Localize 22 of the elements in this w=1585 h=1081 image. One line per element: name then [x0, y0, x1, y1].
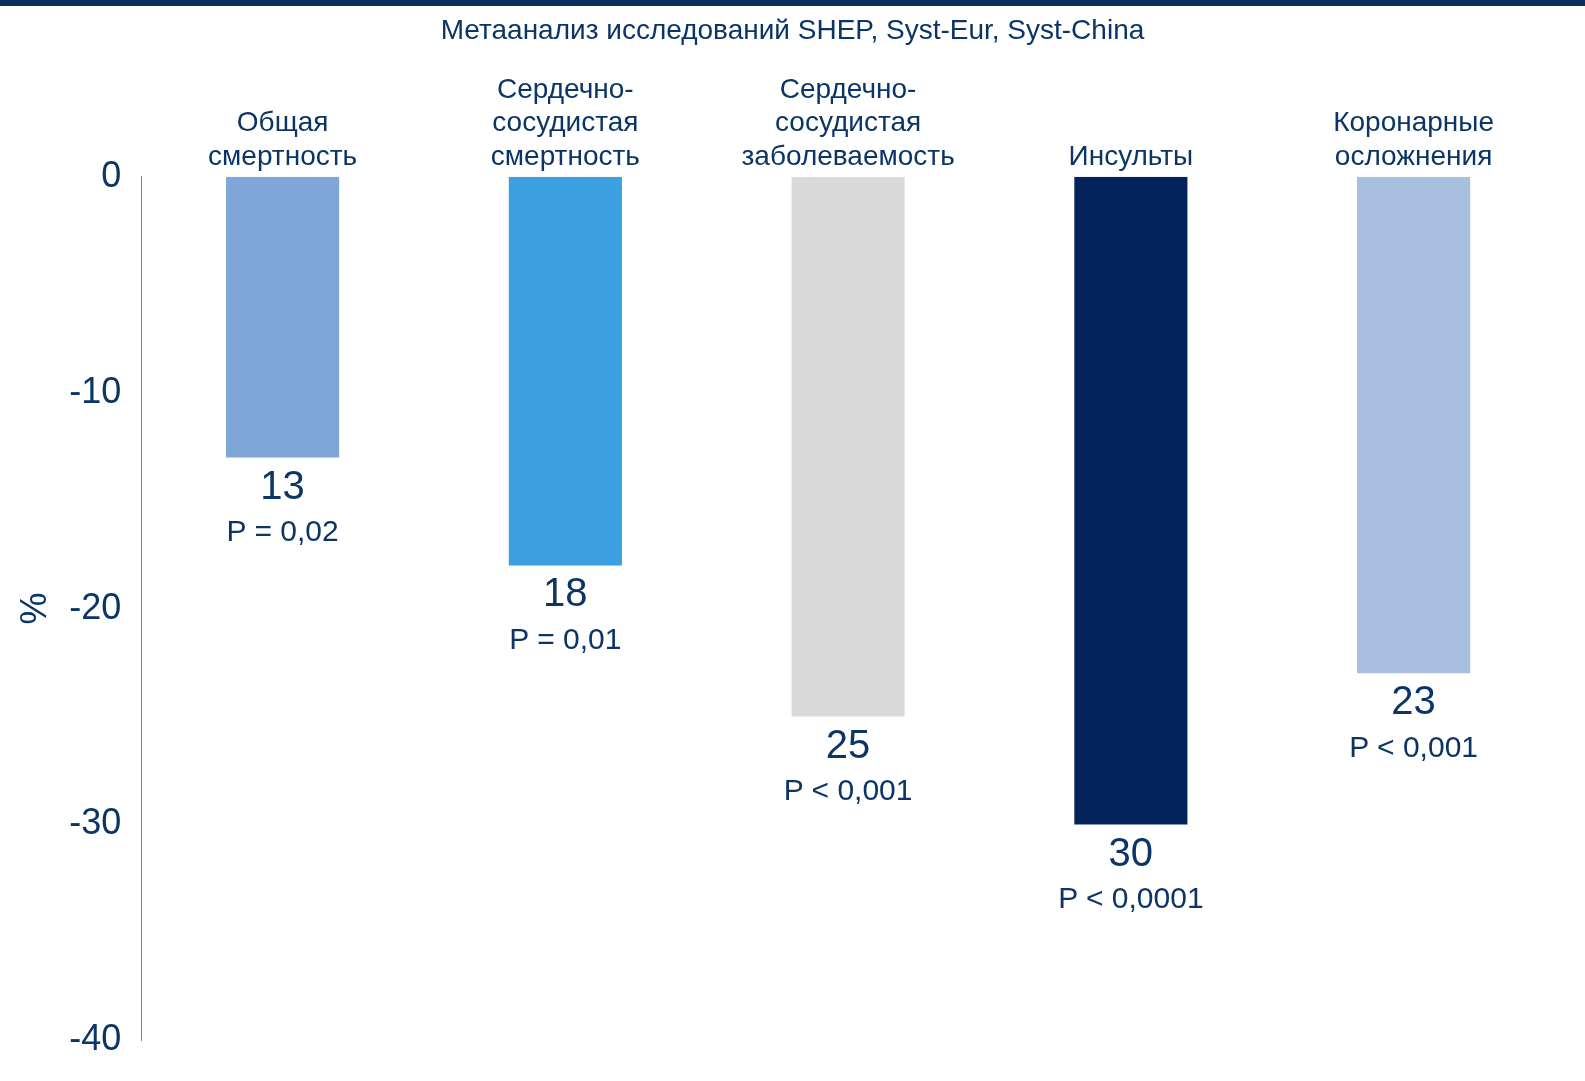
annotation: P = 0,01 [509, 621, 622, 655]
chart-title: Метаанализ исследований SHEP, Syst-Eur, Syst-China [439, 14, 1146, 46]
x-tick-label: Сердечно-сосудистая заболеваемость [741, 72, 955, 171]
annotation: P = 0,02 [226, 513, 339, 547]
annotation: 18 [543, 570, 588, 615]
y-tick-label: -10 [69, 369, 122, 411]
y-tick-label: -30 [69, 801, 122, 843]
x-tick-label: Общая смертность [208, 106, 358, 171]
x-tick-label: Сердечно-сосудистая смертность [490, 72, 640, 171]
x-tick-label: Инсульты [1068, 139, 1194, 171]
annotation: 13 [260, 462, 305, 507]
x-tick-label: Коронарные осложнения [1333, 106, 1495, 171]
annotation: 30 [1108, 829, 1154, 874]
y-axis-title: % [12, 592, 54, 625]
annotation: P < 0,0001 [1058, 880, 1204, 914]
y-tick-label: -40 [69, 1017, 122, 1059]
annotation: 23 [1391, 678, 1436, 723]
annotation: P < 0,001 [1349, 729, 1478, 763]
annotation: 25 [825, 721, 871, 766]
y-tick-label: -20 [69, 585, 122, 627]
y-tick-label: 0 [101, 153, 122, 195]
annotation: P < 0,001 [783, 772, 913, 806]
